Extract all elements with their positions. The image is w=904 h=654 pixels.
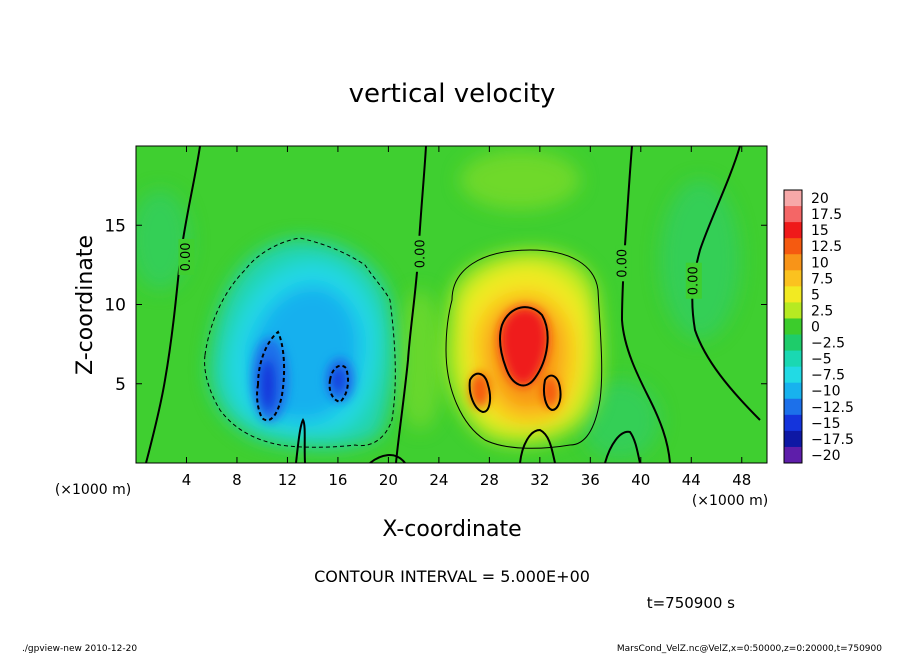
- y-tick-label: 15: [104, 216, 126, 236]
- colorbar-swatch: [784, 206, 802, 223]
- colorbar-swatch: [784, 350, 802, 368]
- negative-contours: [204, 237, 396, 448]
- time-label: t=750900 s: [647, 594, 735, 612]
- zero-label-bg: [615, 245, 632, 282]
- x-tick-label: 48: [732, 471, 751, 489]
- y-tick-label: 10: [104, 296, 126, 316]
- colorbar-label: 17.5: [811, 207, 842, 223]
- x-axis: 4 8 12 16 20 24 28 32 36 40 44 48: [182, 146, 751, 489]
- colorbar: 2017.51512.5107.552.50−2.5−5−7.5−10−12.5…: [783, 189, 854, 464]
- x-tick-label: 4: [182, 471, 192, 489]
- colorbar-swatch: [784, 334, 802, 352]
- colorbar-label: −12.5: [811, 400, 854, 416]
- x-tick-label: 44: [682, 471, 701, 489]
- positive-contours: [445, 249, 603, 449]
- zero-contour-label: 0.00: [179, 242, 194, 271]
- x-tick-label: 32: [530, 471, 549, 489]
- colorbar-swatch: [784, 238, 802, 255]
- x-tick-label: 16: [328, 471, 347, 489]
- x-tick-label: 24: [429, 471, 448, 489]
- colorbar-swatch: [784, 254, 802, 271]
- zero-contour-label: 0.00: [616, 249, 631, 278]
- y-axis: 5 10 15: [104, 216, 767, 395]
- zero-label-bg: [413, 235, 430, 272]
- x-axis-unit: (×1000 m): [692, 493, 768, 509]
- colorbar-label: −10: [811, 384, 841, 400]
- zero-contour-label: 0.00: [686, 266, 701, 295]
- colorbar-label: −17.5: [811, 432, 854, 448]
- x-tick-label: 12: [278, 471, 297, 489]
- colorbar-swatch: [784, 190, 802, 207]
- x-tick-label: 20: [379, 471, 398, 489]
- colorbar-swatch: [784, 446, 802, 464]
- colorbar-label: 10: [811, 255, 829, 271]
- y-tick-label: 5: [115, 375, 126, 395]
- x-axis-label: X-coordinate: [382, 517, 521, 542]
- colorbar-label: 0: [811, 320, 820, 336]
- colorbar-label: −20: [811, 448, 841, 464]
- colorbar-swatch: [784, 366, 802, 384]
- zero-contour-label: 0.00: [414, 239, 429, 268]
- colorbar-label: 20: [811, 191, 829, 207]
- colorbar-label: −5: [811, 352, 832, 368]
- x-tick-label: 28: [480, 471, 499, 489]
- colorbar-swatch: [784, 222, 802, 239]
- chart-title: vertical velocity: [349, 79, 556, 109]
- colorbar-swatch: [784, 382, 802, 400]
- colorbar-swatch: [784, 414, 802, 432]
- contour-field: [136, 146, 767, 463]
- colorbar-label: 5: [811, 287, 820, 303]
- y-axis-label: Z-coordinate: [73, 235, 98, 375]
- colorbar-swatch: [784, 430, 802, 448]
- contour-interval: CONTOUR INTERVAL = 5.000E+00: [314, 567, 590, 586]
- colorbar-swatch: [784, 318, 802, 336]
- colorbar-label: −2.5: [811, 336, 845, 352]
- colorbar-swatch: [784, 398, 802, 416]
- x-tick-label: 40: [631, 471, 650, 489]
- colorbar-label: 15: [811, 223, 829, 239]
- colorbar-label: −7.5: [811, 368, 845, 384]
- zero-contour-labels: 0.00 0.00 0.00 0.00: [178, 235, 702, 299]
- colorbar-label: 12.5: [811, 239, 842, 255]
- colorbar-label: −15: [811, 416, 841, 432]
- colorbar-label: 7.5: [811, 271, 833, 287]
- colorbar-swatch: [784, 286, 802, 303]
- colorbar-frame: [783, 189, 803, 464]
- y-axis-unit: (×1000 m): [55, 482, 131, 498]
- footer-right: MarsCond_VelZ.nc@VelZ,x=0:50000,z=0:2000…: [617, 644, 882, 654]
- x-tick-label: 8: [232, 471, 242, 489]
- colorbar-swatch: [784, 270, 802, 287]
- colorbar-swatch: [784, 302, 802, 319]
- x-tick-label: 36: [581, 471, 600, 489]
- zero-label-bg: [178, 238, 195, 275]
- colorbar-label: 2.5: [811, 303, 833, 319]
- footer-left: ./gpview-new 2010-12-20: [22, 644, 137, 654]
- zero-label-bg: [685, 262, 702, 299]
- zero-contours: [145, 146, 761, 463]
